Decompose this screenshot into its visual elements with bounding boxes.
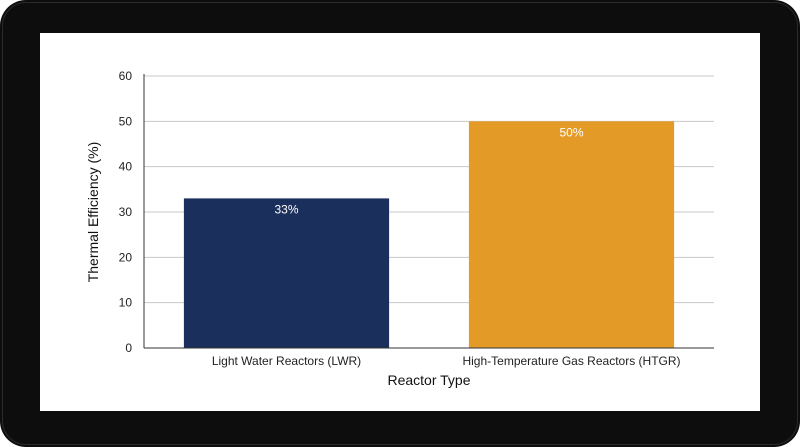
- x-tick-label: Light Water Reactors (LWR): [212, 354, 361, 368]
- x-tick-labels: Light Water Reactors (LWR) High-Temperatu…: [212, 354, 681, 368]
- y-tick-label: 0: [125, 341, 132, 355]
- y-tick-labels: 0 10 20 30 40 50 60: [119, 69, 133, 355]
- bars: 33% 50%: [183, 121, 675, 348]
- y-tick-label: 40: [119, 160, 133, 174]
- bar: [183, 198, 390, 348]
- x-tick-label: High-Temperature Gas Reactors (HTGR): [462, 354, 680, 368]
- x-axis-title: Reactor Type: [387, 372, 470, 388]
- y-tick-label: 50: [119, 114, 133, 128]
- bar-data-label: 50%: [559, 125, 583, 139]
- bar-data-label: 33%: [274, 202, 298, 216]
- bar: [468, 121, 675, 348]
- y-tick-label: 30: [119, 205, 133, 219]
- y-tick-label: 20: [119, 250, 133, 264]
- monitor-screen: 33% 50% 0 10 20 30 40 50 60 Light Water Reactor…: [40, 33, 760, 411]
- bar-chart: 33% 50% 0 10 20 30 40 50 60 Light Water Reactor…: [85, 69, 714, 388]
- y-tick-label: 10: [119, 296, 133, 310]
- y-axis-title: Thermal Efficiency (%): [85, 142, 101, 283]
- y-tick-label: 60: [119, 69, 133, 83]
